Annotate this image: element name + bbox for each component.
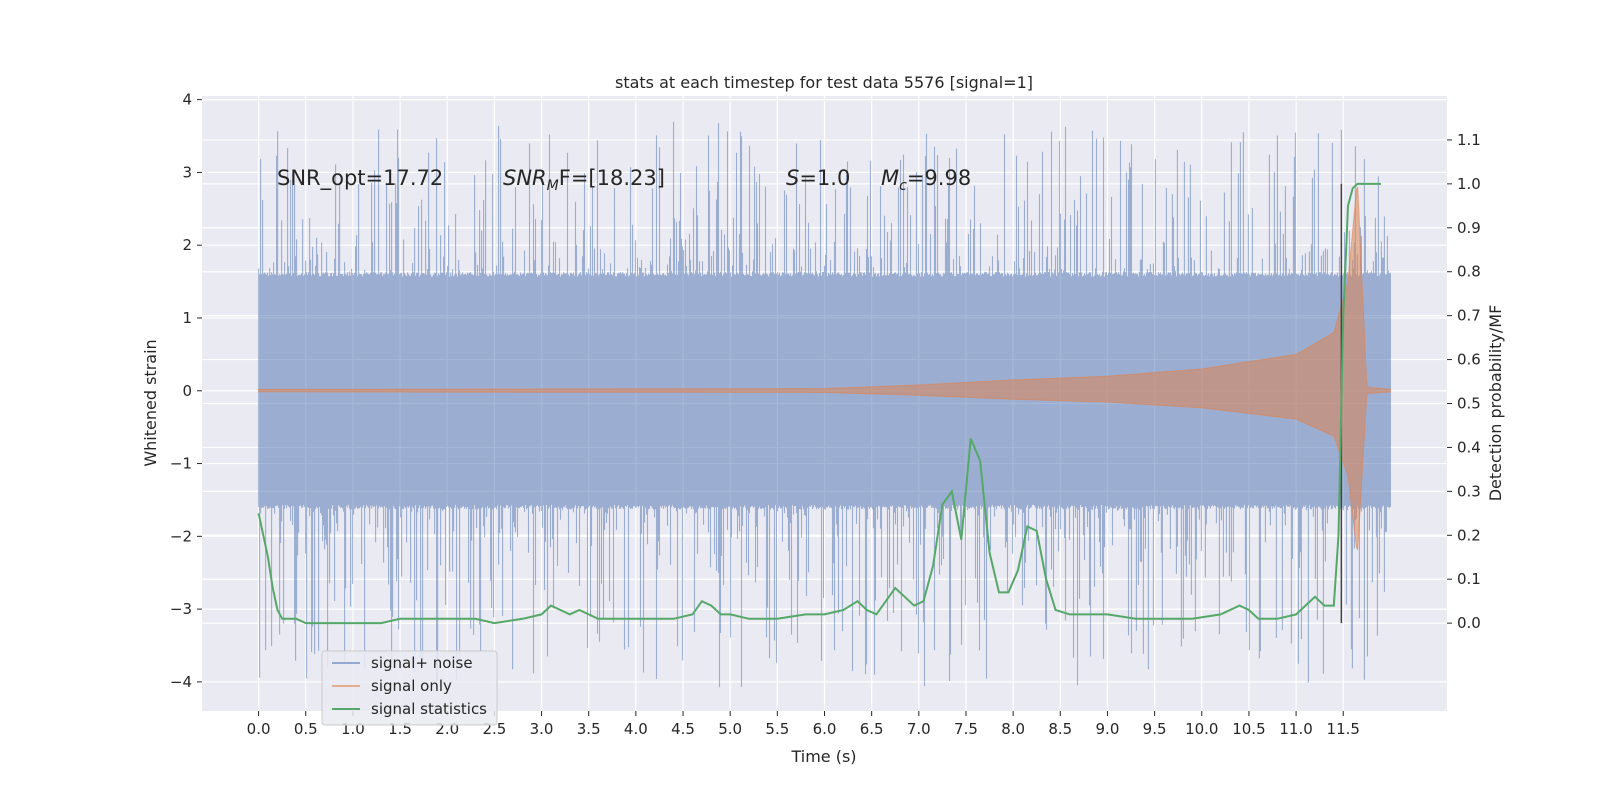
x-axis-label: Time (s) [790, 747, 856, 766]
x-tick-label: 4.0 [624, 720, 648, 738]
x-tick-label: 8.0 [1001, 720, 1025, 738]
x-tick-label: 5.5 [765, 720, 789, 738]
statistics-line [257, 182, 1381, 625]
x-tick-label: 8.5 [1048, 720, 1072, 738]
y2-tick-label: 0.7 [1457, 307, 1481, 325]
annotation-s-rest: =1.0 [799, 166, 850, 190]
y2-tick-label: 1.0 [1457, 175, 1481, 193]
y2-tick-label: 0.5 [1457, 395, 1481, 413]
y2-tick-label: 1.1 [1457, 131, 1481, 149]
annotation-snr-mf-rest: F=[18.23] [559, 166, 665, 190]
y2-tick-label: 0.9 [1457, 219, 1481, 237]
x-tick-label: 9.0 [1096, 720, 1120, 738]
y-axis-label: Whitened strain [141, 339, 160, 466]
legend-box [321, 650, 498, 726]
x-tick-label: 11.0 [1279, 720, 1312, 738]
y-tick-label: 1 [182, 309, 192, 327]
y-tick-label: −1 [170, 455, 192, 473]
x-tick-label: 4.5 [671, 720, 695, 738]
y2-tick-label: 0.8 [1457, 263, 1481, 281]
x-tick-label: 7.5 [954, 720, 978, 738]
legend-label-signal-noise: signal+ noise [371, 654, 473, 672]
y-tick-label: −3 [170, 600, 192, 618]
x-axis-ticks: 0.0 0.5 1.0 1.5 2.0 2.5 3.0 3.5 4.0 4.5 5.0 5.5 6.0 6… [247, 711, 1360, 738]
series-signal-statistics [257, 182, 1381, 625]
y-tick-label: −2 [170, 527, 192, 545]
y2-axis-ticks: 1.1 1.0 0.9 0.8 0.7 0.6 0.5 0.4 0.3 0.2 0.1 0.0 [1447, 131, 1481, 632]
x-tick-label: 5.0 [718, 720, 742, 738]
x-tick-label: 10.0 [1185, 720, 1218, 738]
x-tick-label: 3.0 [530, 720, 554, 738]
legend-label-signal-statistics: signal statistics [371, 700, 487, 718]
y2-tick-label: 0.6 [1457, 351, 1481, 369]
x-tick-label: 6.5 [860, 720, 884, 738]
y-tick-label: 2 [182, 236, 192, 254]
annotation-snr-mf-base: SNR [503, 166, 547, 190]
annotation-mc-rest: =9.98 [907, 166, 971, 190]
y2-tick-label: 0.3 [1457, 482, 1481, 500]
y-tick-label: 4 [182, 91, 192, 109]
annotation-s: S=1.0 [786, 166, 850, 190]
signal-trace [258, 186, 1391, 551]
y2-axis-label: Detection probability/MF [1486, 305, 1505, 502]
x-tick-label: 0.5 [294, 720, 318, 738]
x-tick-label: 11.5 [1327, 720, 1360, 738]
annotation-snr-mf-sub: M [547, 178, 559, 194]
y-tick-label: −4 [170, 673, 192, 691]
y2-tick-label: 0.1 [1457, 570, 1481, 588]
annotations: SNR_opt=17.72 SNRMF=[18.23] S=1.0 Mc=9.9… [277, 166, 971, 194]
annotation-snr-mf: SNRMF=[18.23] [503, 166, 665, 194]
annotation-mc-base: M [881, 166, 899, 190]
y-axis-ticks: 4 3 2 1 0 −1 −2 −3 −4 [170, 91, 202, 691]
x-tick-label: 0.0 [247, 720, 271, 738]
legend: signal+ noise signal only signal statist… [321, 650, 498, 726]
x-tick-label: 3.5 [577, 720, 601, 738]
annotation-mc-sub: c [899, 178, 907, 194]
x-tick-label: 7.0 [907, 720, 931, 738]
y-tick-label: 3 [182, 163, 192, 181]
x-tick-label: 9.5 [1143, 720, 1167, 738]
y2-tick-label: 0.4 [1457, 438, 1481, 456]
series-signal-only [258, 186, 1391, 551]
y-tick-label: 0 [182, 382, 192, 400]
x-tick-label: 10.5 [1232, 720, 1265, 738]
annotation-snr-opt: SNR_opt=17.72 [277, 166, 443, 191]
chart-title: stats at each timestep for test data 557… [615, 73, 1033, 92]
y2-tick-label: 0.0 [1457, 614, 1481, 632]
y2-tick-label: 0.2 [1457, 526, 1481, 544]
annotation-mc: Mc=9.98 [881, 166, 971, 194]
legend-label-signal-only: signal only [371, 677, 452, 695]
x-tick-label: 6.0 [813, 720, 837, 738]
annotation-s-base: S [786, 166, 799, 190]
